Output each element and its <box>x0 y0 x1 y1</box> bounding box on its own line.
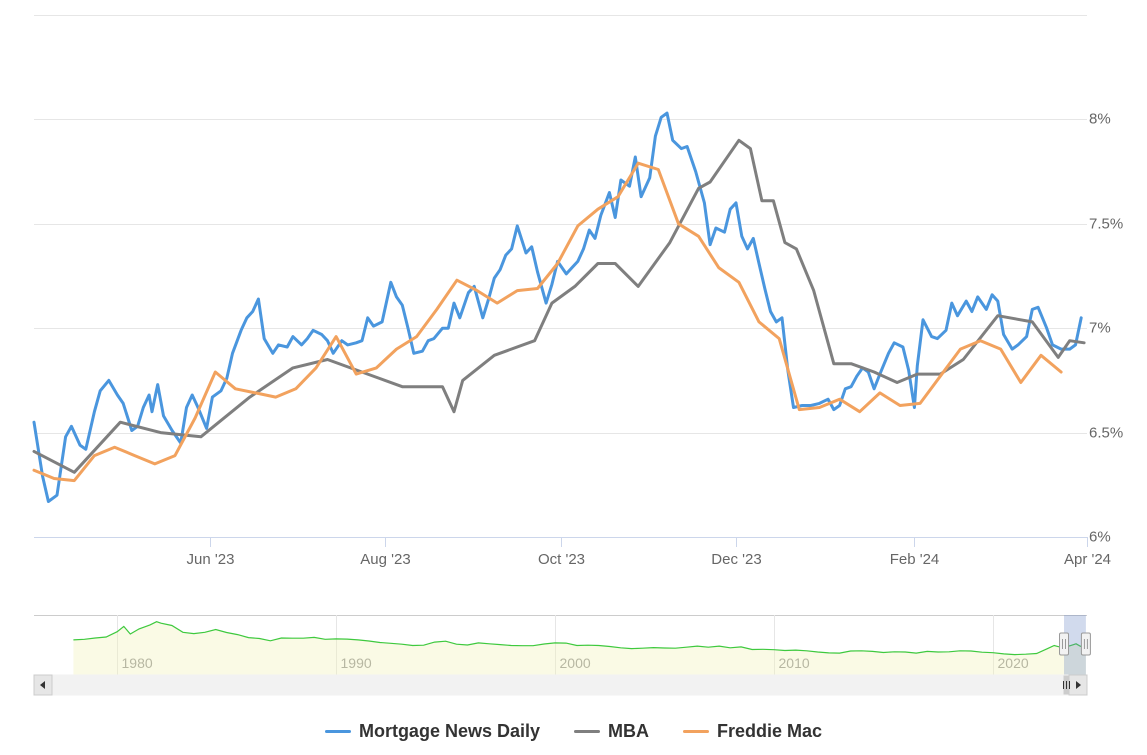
y-tick-label: 7% <box>1089 320 1111 337</box>
x-tick-label: Aug '23 <box>360 551 410 568</box>
navigator-grid: 1980 1990 2000 2010 2020 <box>117 615 1029 675</box>
y-tick-label: 6% <box>1089 529 1111 546</box>
x-axis-ticks: Jun '23 Aug '23 Oct '23 Dec '23 Feb '24 Apr '… <box>187 537 1111 568</box>
legend-item-freddie-mac[interactable]: Freddie Mac <box>683 721 822 742</box>
legend-item-mba[interactable]: MBA <box>574 721 649 742</box>
x-tick-label: Oct '23 <box>538 551 585 568</box>
navigator[interactable]: 1980 1990 2000 2010 2020 <box>34 615 1091 675</box>
x-tick-label: Feb '24 <box>890 551 940 568</box>
legend-swatch-mba <box>574 729 600 733</box>
chevron-left-icon <box>40 681 45 689</box>
scrollbar-right-arrow[interactable] <box>1068 674 1088 696</box>
scrollbar[interactable] <box>33 674 1088 696</box>
navigator-year-label: 2020 <box>998 655 1029 671</box>
navigator-selected-range[interactable] <box>1064 615 1086 675</box>
legend-item-mortgage-news-daily[interactable]: Mortgage News Daily <box>324 720 540 742</box>
scrollbar-track[interactable] <box>33 674 1088 696</box>
navigator-area <box>73 621 1086 675</box>
x-tick-label: Apr '24 <box>1064 551 1111 568</box>
navigator-handle-right[interactable] <box>1080 632 1091 656</box>
legend-label-freddie-mac: Freddie Mac <box>717 720 823 741</box>
y-tick-label: 8% <box>1089 111 1111 128</box>
legend-label-mortgage-news-daily: Mortgage News Daily <box>358 720 540 741</box>
navigator-handle-body[interactable] <box>1080 632 1091 656</box>
y-tick-label: 7.5% <box>1089 216 1123 233</box>
navigator-year-label: 2000 <box>560 655 591 671</box>
legend-swatch-mortgage-news-daily <box>324 729 351 733</box>
navigator-year-label: 1990 <box>341 655 372 671</box>
series-line-freddie-mac[interactable] <box>32 161 1063 483</box>
scrollbar-thumb[interactable] <box>1063 675 1071 695</box>
navigator-handle-body[interactable] <box>1059 632 1070 656</box>
series-lines[interactable] <box>32 111 1086 503</box>
x-tick-label: Dec '23 <box>711 551 761 568</box>
y-axis-labels: 6% 6.5% 7% 7.5% 8% <box>1089 111 1123 546</box>
x-tick-label: Jun '23 <box>187 551 235 568</box>
navigator-background <box>34 615 1087 675</box>
navigator-series-line <box>73 621 1086 656</box>
y-grid <box>34 15 1087 538</box>
legend-label-mba: MBA <box>608 720 649 741</box>
legend-swatch-freddie-mac <box>683 729 709 733</box>
legend: Mortgage News Daily MBA Freddie Mac <box>0 718 1147 744</box>
chevron-right-icon <box>1076 681 1081 689</box>
navigator-handle-left[interactable] <box>1059 632 1070 656</box>
mortgage-rate-chart: 6% 6.5% 7% 7.5% 8% Jun '23 Aug '23 Oct '23 Dec … <box>32 15 1123 696</box>
navigator-year-label: 1980 <box>122 655 153 671</box>
y-tick-label: 6.5% <box>1089 425 1123 442</box>
series-line-mortgage-news-daily[interactable] <box>32 111 1083 503</box>
scrollbar-left-arrow[interactable] <box>33 674 53 696</box>
navigator-year-label: 2010 <box>779 655 810 671</box>
